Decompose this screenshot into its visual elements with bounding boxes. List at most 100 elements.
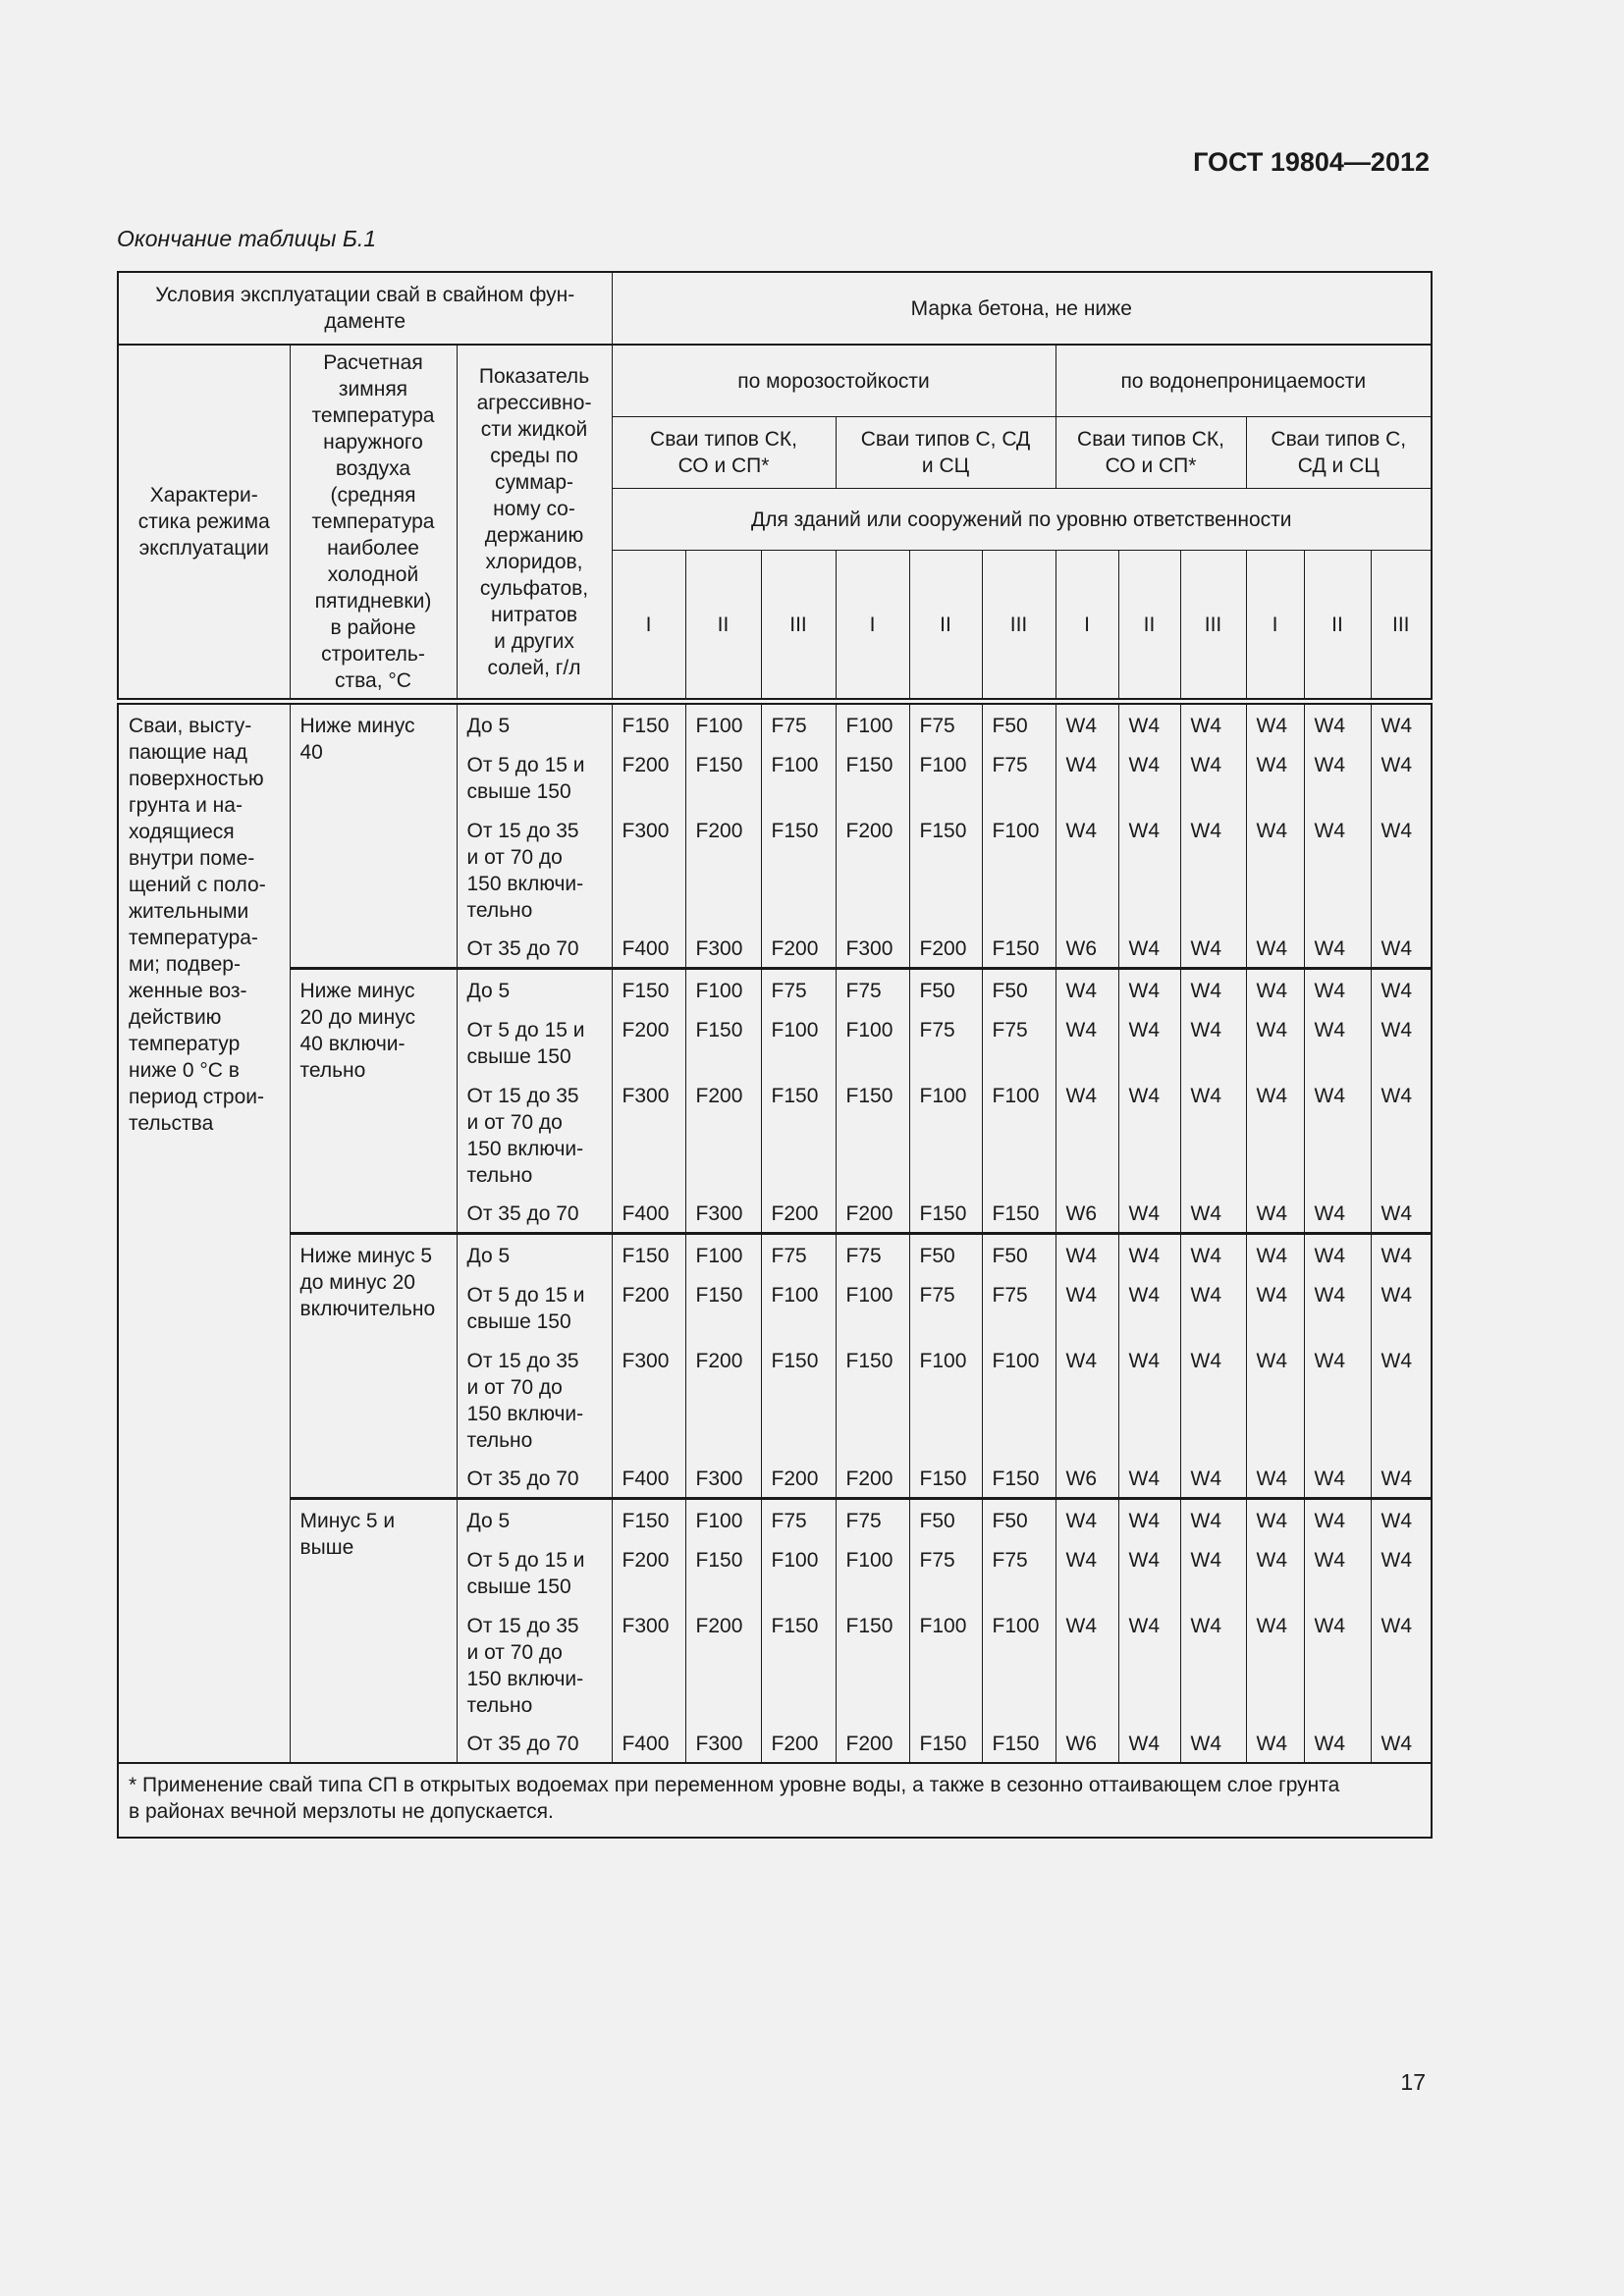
grade-cell: W4 (1179, 1605, 1247, 1723)
grade-cell: F300 (611, 810, 686, 928)
grade-cell: F400 (611, 1458, 686, 1499)
grade-cell: W4 (1117, 1458, 1181, 1499)
grade-cell: W4 (1245, 1340, 1305, 1458)
grade-cell: F50 (981, 698, 1056, 744)
pile-type-header: Сваи типов С, СД и СЦ (835, 416, 1056, 489)
aggressiveness-cell: До 5 (456, 967, 613, 1009)
grade-cell: F150 (684, 744, 762, 810)
grade-cell: W4 (1055, 1274, 1119, 1340)
grade-cell: W4 (1245, 810, 1305, 928)
grade-header: Марка бетона, не ниже (611, 271, 1433, 346)
grade-cell: W4 (1117, 1497, 1181, 1539)
grade-cell: F300 (684, 1458, 762, 1499)
pile-type-header: Сваи типов СК, СО и СП* (1055, 416, 1247, 489)
grade-cell: F200 (684, 810, 762, 928)
grade-cell: W4 (1303, 967, 1372, 1009)
aggressiveness-cell: До 5 (456, 698, 613, 744)
aggressiveness-cell: От 5 до 15 и свыше 150 (456, 744, 613, 810)
grade-cell: W4 (1179, 1458, 1247, 1499)
grade-cell: F150 (611, 1497, 686, 1539)
grade-cell: W4 (1117, 698, 1181, 744)
grade-cell: W4 (1117, 1340, 1181, 1458)
grade-cell: F50 (908, 967, 983, 1009)
grade-cell: F150 (835, 1075, 910, 1193)
responsibility-header: Для зданий или сооружений по уровню отве… (611, 488, 1433, 551)
grade-cell: W4 (1179, 744, 1247, 810)
grade-cell: W4 (1245, 1539, 1305, 1605)
grade-cell: F50 (981, 1232, 1056, 1274)
grade-cell: W4 (1303, 1075, 1372, 1193)
grade-cell: W4 (1245, 1075, 1305, 1193)
grade-cell: F75 (908, 698, 983, 744)
table-row: От 15 до 35 и от 70 до 150 включи- тельн… (118, 1340, 1433, 1458)
grade-cell: W4 (1370, 928, 1433, 969)
aggressiveness-column-header: Показатель агрессивно- сти жидкой среды … (456, 344, 613, 702)
grade-cell: F200 (611, 1539, 686, 1605)
grade-cell: W4 (1303, 1497, 1372, 1539)
grade-cell: W4 (1055, 744, 1119, 810)
aggressiveness-cell: От 35 до 70 (456, 1458, 613, 1499)
grade-cell: F75 (760, 967, 837, 1009)
grade-cell: F200 (835, 1193, 910, 1234)
grade-cell: F150 (760, 1605, 837, 1723)
grade-cell: F100 (684, 967, 762, 1009)
footnote: * Применение свай типа СП в открытых вод… (117, 1762, 1433, 1839)
grade-cell: F50 (981, 967, 1056, 1009)
grade-cell: W4 (1117, 1723, 1181, 1763)
grade-cell: F100 (835, 1274, 910, 1340)
aggressiveness-cell: От 5 до 15 и свыше 150 (456, 1274, 613, 1340)
responsibility-level: I (835, 550, 910, 702)
table-row: От 35 до 70 F400 F300 F200 F200 F150 F150 W6 W4 W… (118, 1193, 1433, 1234)
grade-cell: W4 (1179, 967, 1247, 1009)
document-code: ГОСТ 19804—2012 (1193, 147, 1430, 177)
grade-cell: W4 (1055, 1539, 1119, 1605)
grade-cell: W4 (1370, 1075, 1433, 1193)
grade-cell: W4 (1303, 810, 1372, 928)
grade-cell: W4 (1245, 1458, 1305, 1499)
grade-cell: F150 (684, 1009, 762, 1075)
grade-cell: F100 (908, 1075, 983, 1193)
grade-cell: W4 (1245, 928, 1305, 969)
table-row: От 35 до 70 F400 F300 F200 F200 F150 F150 W6 W4 W… (118, 1458, 1433, 1499)
aggressiveness-cell: От 5 до 15 и свыше 150 (456, 1539, 613, 1605)
grade-cell: W4 (1303, 928, 1372, 969)
grade-cell: W4 (1179, 1274, 1247, 1340)
grade-cell: F200 (835, 1458, 910, 1499)
table-row: От 15 до 35 и от 70 до 150 включи- тельн… (118, 1605, 1433, 1723)
grade-cell: W6 (1055, 1193, 1119, 1234)
grade-cell: W4 (1055, 1605, 1119, 1723)
grade-cell: W4 (1117, 967, 1181, 1009)
grade-cell: W4 (1245, 1232, 1305, 1274)
grade-cell: W4 (1179, 1232, 1247, 1274)
grade-cell: F150 (981, 1723, 1056, 1763)
grade-cell: F150 (908, 1193, 983, 1234)
grade-cell: W4 (1117, 1075, 1181, 1193)
grade-cell: F100 (908, 744, 983, 810)
grade-cell: F200 (760, 1458, 837, 1499)
grade-cell: F200 (684, 1605, 762, 1723)
grade-cell: W4 (1370, 1539, 1433, 1605)
grade-cell: W4 (1303, 1274, 1372, 1340)
table-row: Ниже минус 20 до минус 40 включи- тельно… (118, 967, 1433, 1234)
responsibility-level: II (908, 550, 983, 702)
grade-cell: F200 (835, 1723, 910, 1763)
grade-cell: W4 (1117, 1539, 1181, 1605)
grade-cell: F300 (684, 1723, 762, 1763)
grade-cell: F200 (908, 928, 983, 969)
grade-cell: W4 (1117, 1232, 1181, 1274)
table-row: От 15 до 35 и от 70 до 150 включи- тельн… (118, 810, 1433, 928)
grade-cell: F100 (981, 1605, 1056, 1723)
grade-cell: F300 (611, 1075, 686, 1193)
grade-cell: F100 (835, 1009, 910, 1075)
grade-cell: W4 (1179, 810, 1247, 928)
grade-cell: W4 (1370, 1274, 1433, 1340)
temperature-cell: Ниже минус 40 (289, 698, 458, 969)
table-row: От 35 до 70 F400 F300 F200 F200 F150 F150 W6 W4 W… (118, 1723, 1433, 1763)
grade-cell: W6 (1055, 1723, 1119, 1763)
grade-cell: F100 (684, 1497, 762, 1539)
grade-cell: W4 (1370, 1009, 1433, 1075)
grade-cell: F100 (908, 1605, 983, 1723)
table-row: Ниже минус 5 до минус 20 включительно До … (118, 1232, 1433, 1499)
grade-cell: F75 (760, 1497, 837, 1539)
grade-cell: W4 (1370, 1458, 1433, 1499)
